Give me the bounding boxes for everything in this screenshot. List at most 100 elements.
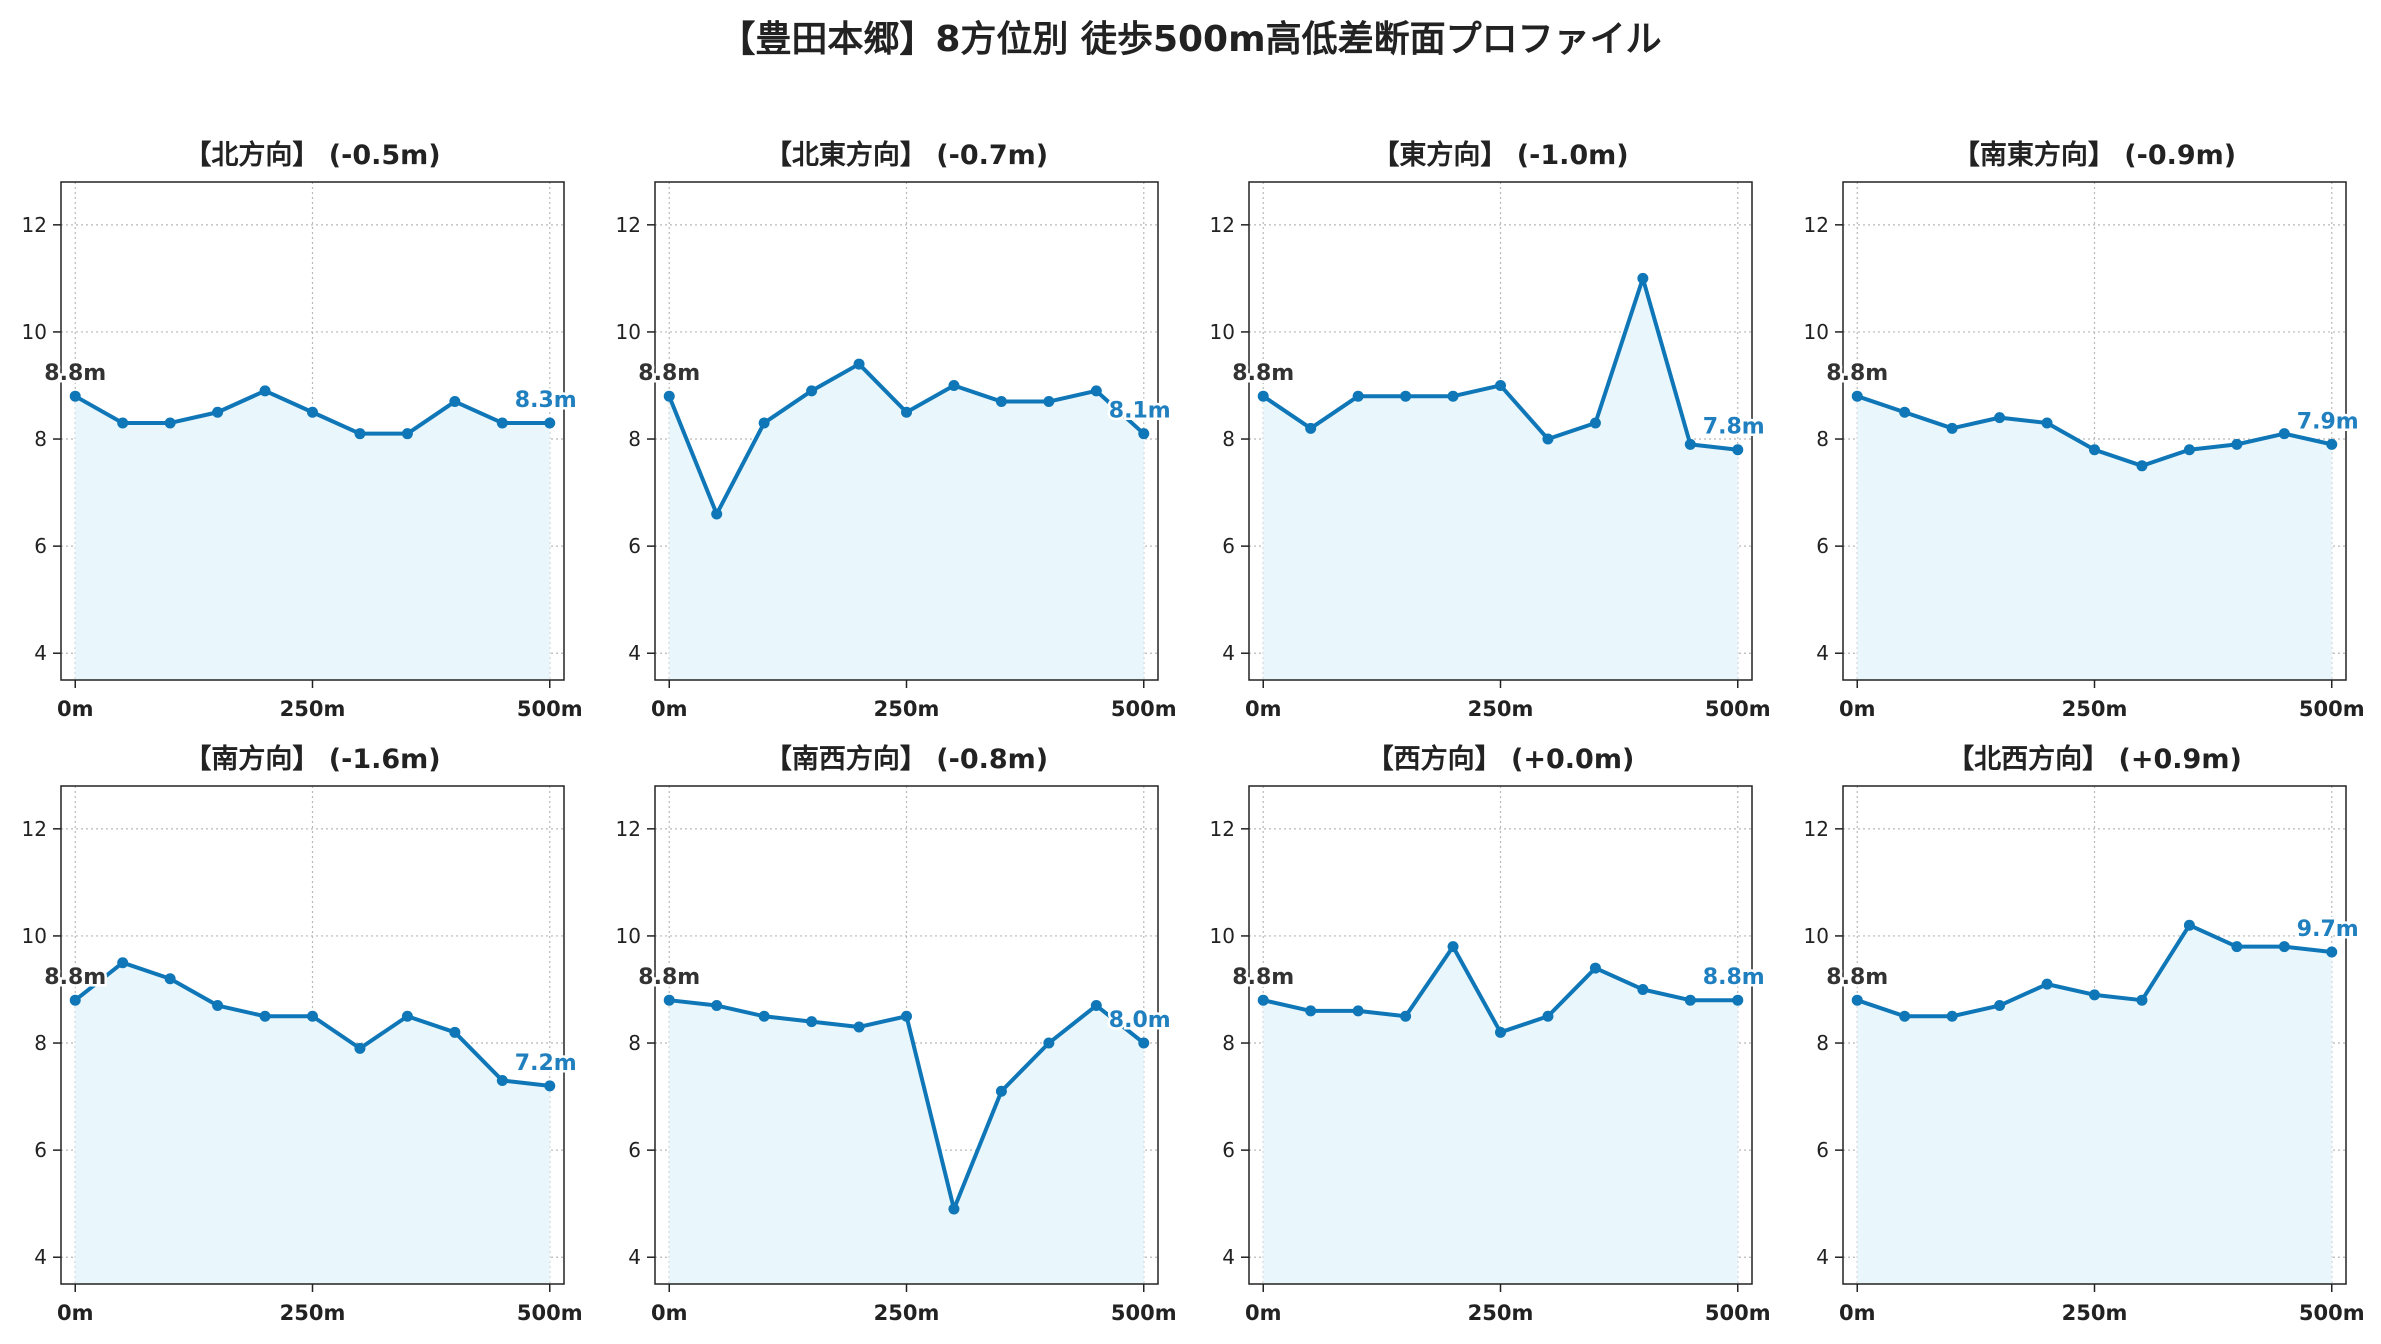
subplot-title: 【北東方向】 (-0.7m): [765, 139, 1048, 171]
y-tick-label: 12: [1210, 817, 1235, 841]
y-tick-label: 10: [22, 924, 47, 948]
data-point: [2136, 460, 2148, 472]
y-tick-label: 6: [34, 1138, 47, 1162]
elevation-area: [1263, 946, 1738, 1284]
x-tick-label: 250m: [280, 697, 346, 721]
x-tick-label: 500m: [1111, 1301, 1177, 1325]
x-tick-label: 0m: [1839, 1301, 1876, 1325]
x-tick-label: 500m: [517, 1301, 583, 1325]
y-tick-label: 6: [628, 1138, 641, 1162]
y-tick-label: 12: [1210, 213, 1235, 237]
data-point: [2278, 941, 2290, 953]
x-tick-label: 0m: [57, 1301, 94, 1325]
x-tick-label: 250m: [1468, 697, 1534, 721]
data-point: [806, 385, 818, 397]
data-point: [2326, 438, 2338, 450]
data-point: [1043, 396, 1055, 408]
x-tick-label: 500m: [1111, 697, 1177, 721]
data-point: [948, 1203, 960, 1215]
data-point: [1637, 983, 1649, 995]
data-point: [1589, 417, 1601, 429]
data-point: [1138, 428, 1150, 440]
elevation-area: [75, 390, 550, 680]
data-point: [2326, 946, 2338, 958]
data-point: [711, 508, 723, 520]
data-point: [69, 994, 81, 1006]
subplot-title: 【北西方向】 (+0.9m): [1947, 743, 2242, 775]
data-point: [2183, 919, 2195, 931]
data-point: [1637, 272, 1649, 284]
subplot-title: 【北方向】 (-0.5m): [184, 139, 440, 171]
start-elevation-label: 8.8m: [1826, 361, 1888, 386]
data-point: [1994, 412, 2006, 424]
data-point: [901, 406, 912, 418]
subplot-title: 【西方向】 (+0.0m): [1367, 743, 1635, 775]
start-elevation-label: 8.8m: [638, 361, 700, 386]
data-point: [307, 1010, 318, 1022]
data-point: [496, 417, 508, 429]
y-tick-label: 4: [34, 1245, 47, 1269]
data-point: [164, 417, 176, 429]
data-point: [1043, 1037, 1055, 1049]
data-point: [1684, 994, 1696, 1006]
data-point: [2136, 994, 2148, 1006]
end-elevation-label: 7.8m: [1703, 415, 1765, 440]
data-point: [2231, 941, 2243, 953]
x-tick-label: 250m: [1468, 1301, 1534, 1325]
data-point: [117, 957, 129, 969]
data-point: [1542, 433, 1554, 445]
y-tick-label: 12: [22, 213, 47, 237]
y-tick-label: 10: [1804, 924, 1829, 948]
y-tick-label: 6: [628, 534, 641, 558]
y-tick-label: 12: [1804, 213, 1829, 237]
x-tick-label: 250m: [874, 697, 940, 721]
y-tick-label: 6: [1816, 534, 1829, 558]
y-tick-label: 4: [34, 641, 47, 665]
data-point: [1305, 422, 1317, 434]
y-tick-label: 8: [628, 1031, 641, 1055]
data-point: [354, 1042, 366, 1054]
subplot-title: 【東方向】 (-1.0m): [1372, 139, 1628, 171]
data-point: [853, 358, 865, 370]
elevation-area: [1857, 396, 2332, 680]
figure-title: 【豊田本郷】8方位別 徒歩500m高低差断面プロファイル: [719, 19, 1662, 60]
data-point: [1305, 1005, 1317, 1017]
data-point: [995, 396, 1007, 408]
x-tick-label: 500m: [2299, 697, 2365, 721]
y-tick-label: 8: [1222, 427, 1235, 451]
y-tick-label: 10: [22, 320, 47, 344]
y-tick-label: 12: [22, 817, 47, 841]
elevation-area: [75, 962, 550, 1284]
data-point: [663, 390, 675, 402]
data-point: [69, 390, 81, 402]
y-tick-label: 12: [616, 817, 641, 841]
y-tick-label: 10: [1210, 320, 1235, 344]
data-point: [259, 1010, 271, 1022]
y-tick-label: 4: [1222, 641, 1235, 665]
data-point: [401, 428, 413, 440]
y-tick-label: 6: [34, 534, 47, 558]
data-point: [1589, 962, 1601, 974]
data-point: [1495, 379, 1506, 391]
start-elevation-label: 8.8m: [638, 965, 700, 990]
data-point: [259, 385, 271, 397]
x-tick-label: 0m: [651, 1301, 688, 1325]
data-point: [117, 417, 129, 429]
x-tick-label: 0m: [57, 697, 94, 721]
subplot-6: 【南西方向】 (-0.8m) 4 6 8 10 12 0m 250m 500m 8.8m 8.0m: [616, 743, 1177, 1325]
data-point: [1447, 941, 1459, 953]
y-tick-label: 8: [1816, 1031, 1829, 1055]
x-tick-label: 250m: [280, 1301, 346, 1325]
x-tick-label: 0m: [1245, 1301, 1282, 1325]
data-point: [758, 1010, 770, 1022]
data-point: [164, 973, 176, 985]
data-point: [1851, 994, 1863, 1006]
y-tick-label: 8: [1222, 1031, 1235, 1055]
y-tick-label: 4: [1816, 641, 1829, 665]
data-point: [1257, 390, 1269, 402]
elevation-area: [1857, 925, 2332, 1284]
data-point: [544, 417, 556, 429]
data-point: [1495, 1026, 1506, 1038]
y-tick-label: 10: [1804, 320, 1829, 344]
